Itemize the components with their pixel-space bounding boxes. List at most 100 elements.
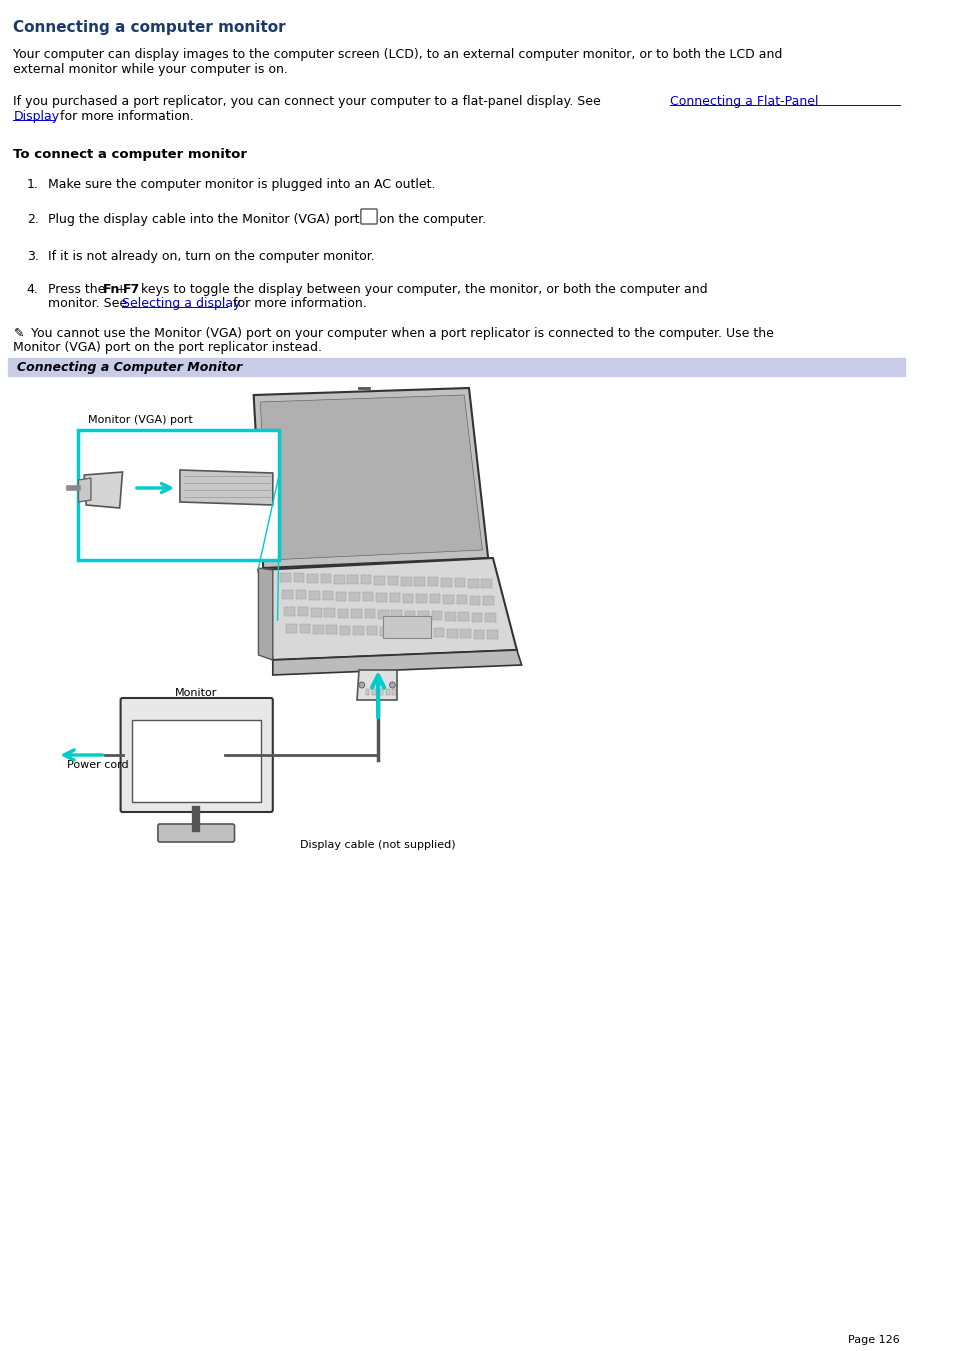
Bar bbox=[284, 607, 294, 616]
Bar bbox=[78, 430, 279, 561]
Bar bbox=[447, 628, 457, 638]
Bar bbox=[286, 624, 296, 634]
Text: on the computer.: on the computer. bbox=[378, 213, 486, 226]
Bar bbox=[487, 630, 497, 639]
Bar bbox=[375, 593, 386, 601]
FancyBboxPatch shape bbox=[120, 698, 273, 812]
Text: for more information.: for more information. bbox=[229, 297, 366, 309]
FancyBboxPatch shape bbox=[360, 209, 376, 224]
Bar bbox=[443, 594, 454, 604]
Bar bbox=[353, 626, 363, 635]
Bar bbox=[419, 628, 430, 638]
Text: If it is not already on, turn on the computer monitor.: If it is not already on, turn on the com… bbox=[48, 250, 375, 263]
Polygon shape bbox=[260, 394, 482, 561]
Text: Monitor: Monitor bbox=[174, 688, 217, 698]
Bar bbox=[406, 628, 416, 636]
Text: Display: Display bbox=[13, 109, 59, 123]
Bar bbox=[391, 611, 401, 619]
Bar bbox=[485, 613, 496, 621]
Text: Selecting a display: Selecting a display bbox=[121, 297, 240, 309]
Bar bbox=[311, 608, 321, 617]
Text: Connecting a Computer Monitor: Connecting a Computer Monitor bbox=[17, 361, 242, 374]
Bar bbox=[372, 689, 375, 694]
Bar bbox=[335, 592, 346, 601]
Text: ✎: ✎ bbox=[13, 327, 24, 340]
Bar bbox=[366, 627, 376, 635]
Bar bbox=[309, 590, 319, 600]
Text: Connecting a Flat-Panel: Connecting a Flat-Panel bbox=[669, 95, 818, 108]
Text: Monitor (VGA) port on the port replicator instead.: Monitor (VGA) port on the port replicato… bbox=[13, 340, 322, 354]
Bar bbox=[472, 612, 482, 621]
Bar bbox=[458, 612, 469, 621]
Polygon shape bbox=[356, 670, 396, 700]
Polygon shape bbox=[84, 471, 122, 508]
Bar bbox=[378, 689, 382, 694]
Bar bbox=[299, 624, 310, 634]
Circle shape bbox=[389, 682, 395, 688]
Text: You cannot use the Monitor (VGA) port on your computer when a port replicator is: You cannot use the Monitor (VGA) port on… bbox=[27, 327, 773, 340]
Circle shape bbox=[358, 682, 364, 688]
Bar bbox=[282, 590, 293, 598]
Text: Press the: Press the bbox=[48, 282, 109, 296]
Text: F7: F7 bbox=[122, 282, 140, 296]
Bar bbox=[474, 630, 484, 639]
Bar bbox=[8, 358, 904, 376]
Text: Your computer can display images to the computer screen (LCD), to an external co: Your computer can display images to the … bbox=[13, 49, 782, 61]
Text: for more information.: for more information. bbox=[56, 109, 194, 123]
Bar bbox=[427, 577, 438, 586]
Text: Monitor (VGA) port: Monitor (VGA) port bbox=[88, 415, 193, 426]
Bar bbox=[483, 596, 494, 605]
Bar bbox=[374, 576, 384, 585]
Bar bbox=[349, 592, 359, 601]
Bar bbox=[416, 594, 426, 603]
Polygon shape bbox=[258, 567, 273, 661]
Text: If you purchased a port replicator, you can connect your computer to a flat-pane: If you purchased a port replicator, you … bbox=[13, 95, 604, 108]
FancyBboxPatch shape bbox=[158, 824, 234, 842]
Bar bbox=[377, 609, 388, 619]
Bar bbox=[339, 626, 350, 635]
Bar bbox=[132, 720, 261, 802]
Bar bbox=[313, 624, 323, 634]
Bar bbox=[385, 689, 389, 694]
Bar bbox=[389, 593, 399, 603]
Text: monitor. See: monitor. See bbox=[48, 297, 131, 309]
Text: Page 126: Page 126 bbox=[847, 1335, 899, 1346]
Bar bbox=[455, 578, 465, 588]
Bar bbox=[382, 616, 430, 638]
Bar bbox=[365, 689, 369, 694]
Bar bbox=[468, 578, 478, 588]
Text: 2.: 2. bbox=[27, 213, 39, 226]
Bar bbox=[364, 609, 375, 619]
Bar bbox=[351, 609, 361, 617]
Bar bbox=[379, 627, 390, 636]
Text: Connecting a computer monitor: Connecting a computer monitor bbox=[13, 20, 286, 35]
Polygon shape bbox=[180, 470, 273, 505]
Text: Fn: Fn bbox=[102, 282, 120, 296]
Polygon shape bbox=[253, 388, 488, 567]
Text: 3.: 3. bbox=[27, 250, 39, 263]
Text: external monitor while your computer is on.: external monitor while your computer is … bbox=[13, 63, 288, 76]
Polygon shape bbox=[258, 558, 517, 661]
Bar bbox=[433, 628, 444, 638]
Bar bbox=[417, 611, 428, 620]
Bar bbox=[445, 612, 456, 621]
Polygon shape bbox=[78, 478, 91, 503]
Bar bbox=[404, 611, 415, 620]
Polygon shape bbox=[273, 650, 521, 676]
Text: +: + bbox=[115, 282, 127, 296]
Text: keys to toggle the display between your computer, the monitor, or both the compu: keys to toggle the display between your … bbox=[136, 282, 707, 296]
Bar bbox=[280, 573, 291, 582]
Bar bbox=[320, 574, 331, 584]
Bar bbox=[307, 574, 317, 582]
Bar bbox=[481, 580, 492, 588]
Bar bbox=[295, 590, 306, 600]
Bar bbox=[400, 577, 411, 585]
Bar bbox=[324, 608, 335, 617]
Bar bbox=[393, 627, 403, 636]
Text: Power cord: Power cord bbox=[67, 761, 129, 770]
Text: Plug the display cable into the Monitor (VGA) port: Plug the display cable into the Monitor … bbox=[48, 213, 359, 226]
Text: Make sure the computer monitor is plugged into an AC outlet.: Make sure the computer monitor is plugge… bbox=[48, 178, 435, 190]
Bar bbox=[334, 574, 344, 584]
Bar bbox=[347, 576, 357, 584]
Bar bbox=[429, 594, 440, 604]
